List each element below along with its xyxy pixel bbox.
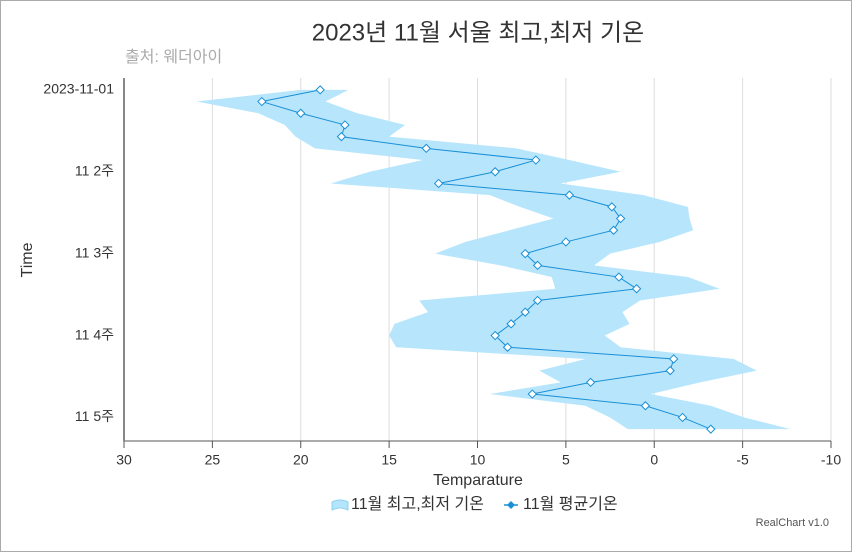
legend-icon xyxy=(507,501,515,509)
point-marker xyxy=(502,342,513,352)
x-tick-label: -5 xyxy=(736,452,749,468)
y-tick-label: 2023-11-01 xyxy=(43,81,114,97)
legend-icon xyxy=(331,499,349,511)
category-axis-title: Time xyxy=(19,242,36,277)
x-tick-label: 30 xyxy=(116,452,132,468)
point-marker xyxy=(607,202,617,212)
point-marker xyxy=(257,96,267,107)
point-marker xyxy=(520,248,530,259)
chart-title: 2023년 11월 서울 최고,최저 기온 xyxy=(312,19,644,46)
point-marker xyxy=(614,272,624,282)
x-tick-label: 20 xyxy=(293,452,309,468)
point-marker xyxy=(615,213,626,224)
point-marker xyxy=(561,237,571,247)
line xyxy=(261,89,712,430)
y-tick-label: 11 5주 xyxy=(75,408,114,424)
point-marker xyxy=(531,155,541,165)
point-marker xyxy=(336,131,347,142)
point-marker xyxy=(564,190,575,200)
point-marker xyxy=(706,424,716,434)
x-tick-label: 0 xyxy=(650,452,658,468)
x-tick-label: 15 xyxy=(381,452,397,468)
point-marker xyxy=(315,85,325,95)
point-marker xyxy=(665,365,675,376)
point-marker xyxy=(527,389,537,399)
point-marker xyxy=(631,284,642,294)
point-marker xyxy=(340,120,350,130)
chart-subtitle: 출처: 웨더아이 xyxy=(125,48,222,66)
point-marker xyxy=(532,260,543,271)
point-marker xyxy=(608,225,619,235)
point-marker xyxy=(677,412,688,423)
point-marker xyxy=(520,307,530,317)
y-tick-label: 11 3주 xyxy=(75,244,114,260)
point-marker xyxy=(640,401,651,411)
point-marker xyxy=(490,330,500,341)
value-axis-title: Temparature xyxy=(433,472,523,489)
x-tick-label: 25 xyxy=(205,452,221,468)
point-marker xyxy=(433,178,444,189)
x-tick-label: 5 xyxy=(562,452,570,468)
y-tick-label: 11 2주 xyxy=(75,162,114,178)
legend-label: 11월 최고,최저 기온 xyxy=(351,495,484,513)
point-marker xyxy=(585,377,596,388)
point-marker xyxy=(421,143,431,154)
credits: RealChart v1.0 xyxy=(756,517,829,529)
point-marker xyxy=(532,295,543,306)
range-area xyxy=(196,89,791,430)
legend-label: 11월 평균기온 xyxy=(523,495,618,513)
point-marker xyxy=(668,354,679,364)
x-tick-label: 10 xyxy=(470,452,486,468)
point-marker xyxy=(506,319,516,329)
point-marker xyxy=(296,108,306,118)
x-tick-label: -10 xyxy=(821,452,841,468)
point-marker xyxy=(490,167,500,177)
y-tick-label: 11 4주 xyxy=(75,326,114,342)
